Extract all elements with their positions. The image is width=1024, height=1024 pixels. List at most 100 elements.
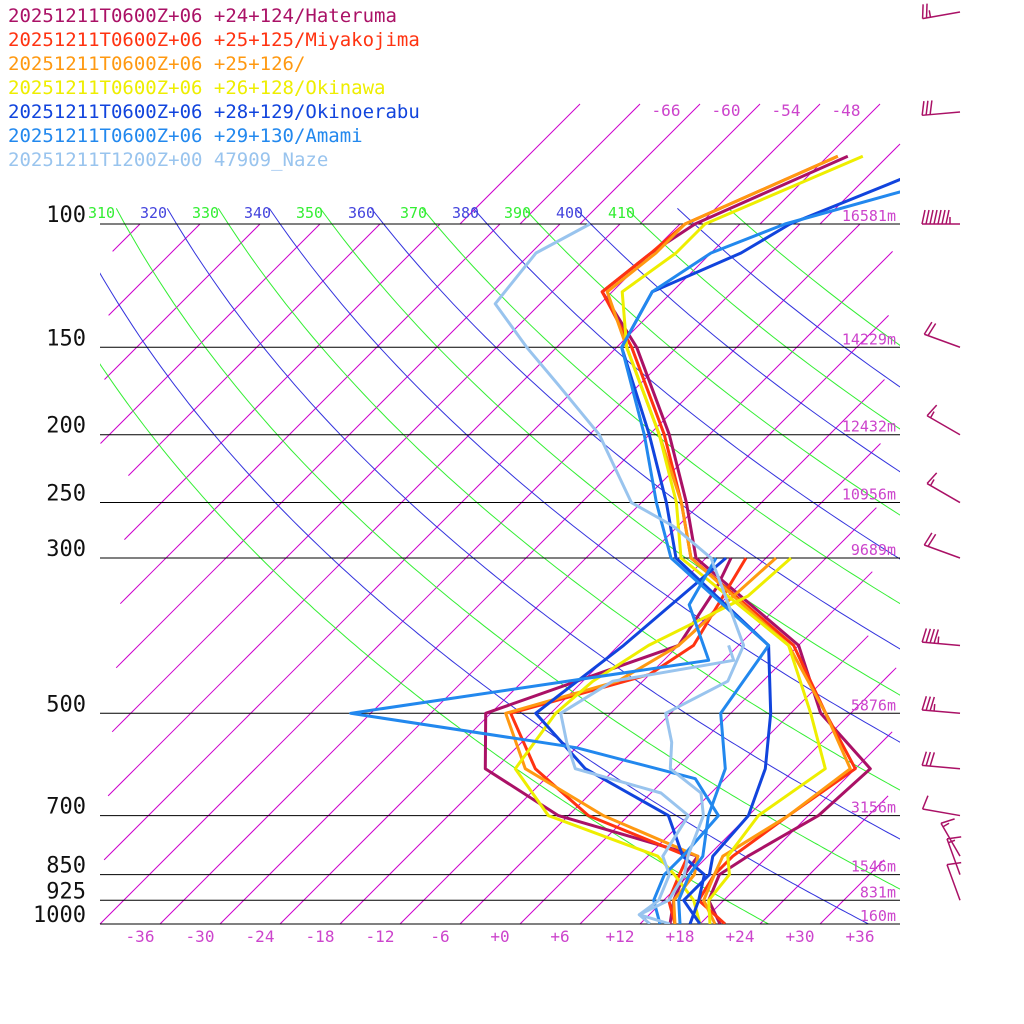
isotherm-line [115, 223, 561, 669]
isotherm-line [639, 103, 761, 225]
isotherm-label: -60 [712, 101, 741, 120]
isotherm-line [339, 379, 885, 925]
legend-entry: 20251211T0600Z+06 +25+126/ [8, 53, 306, 75]
pressure-tick-label: 850 [46, 854, 86, 879]
height-label: 160m [860, 907, 896, 925]
height-label: 831m [860, 883, 896, 901]
theta-label: 410 [608, 204, 635, 222]
legend-entry: 20251211T0600Z+06 +29+130/Amami [8, 125, 363, 147]
height-label: 12432m [842, 418, 896, 436]
pressure-tick-label: 700 [46, 795, 86, 820]
dry-adiabat-line [370, 208, 900, 650]
theta-label: 350 [296, 204, 323, 222]
isotherm-line [124, 223, 441, 540]
isotherm-line [819, 859, 885, 925]
theta-label: 340 [244, 204, 271, 222]
dry-adiabat-line [217, 208, 900, 791]
dry-adiabat-line [100, 272, 870, 924]
wind-barb [921, 795, 961, 817]
wind-barb [946, 861, 962, 901]
sounding-profiles [349, 154, 900, 924]
pressure-tick-label: 200 [46, 414, 86, 439]
temperature-tick-label: -12 [366, 927, 395, 946]
isotherm-line [107, 223, 681, 797]
height-label: 16581m [842, 207, 896, 225]
isotherm-line [759, 795, 889, 925]
wind-barb [921, 209, 960, 225]
temperature-profile-line [620, 154, 864, 924]
dry-adiabat-line [166, 208, 900, 840]
temperature-profile-line [620, 190, 900, 924]
wind-barb [921, 628, 961, 647]
isotherm-line [459, 507, 877, 925]
dry-adiabat-line [575, 208, 900, 473]
isotherm-label: -48 [832, 101, 861, 120]
wind-barb [926, 404, 961, 436]
temperature-tick-label: -36 [126, 927, 155, 946]
height-label: 10956m [842, 486, 896, 504]
isotherm-line [159, 223, 861, 925]
isotherm-line [519, 571, 873, 925]
isobar-lines [100, 223, 900, 925]
wind-barb [923, 321, 961, 348]
isotherm-line [279, 315, 889, 925]
isotherm-line [100, 223, 321, 444]
temperature-tick-label: +6 [550, 927, 569, 946]
isotherm-line [459, 103, 581, 225]
dewpoint-profile-line [349, 557, 720, 924]
wind-barb [921, 751, 961, 770]
isotherm-line [103, 223, 741, 861]
legend-entry: 20251211T0600Z+06 +25+125/Miyakojima [8, 29, 420, 51]
wind-barb [923, 532, 961, 559]
theta-label: 360 [348, 204, 375, 222]
legend-entry: 20251211T1200Z+00 47909_Naze [8, 149, 329, 171]
isotherm-line [119, 223, 501, 605]
dry-adiabat-line [319, 208, 900, 696]
dry-adiabat-line [268, 208, 900, 743]
isotherm-line [99, 223, 801, 925]
theta-label: 380 [452, 204, 479, 222]
temperature-tick-label: -6 [430, 927, 449, 946]
legend-entry: 20251211T0600Z+06 +26+128/Okinawa [8, 77, 386, 99]
temperature-profile-line [600, 154, 857, 924]
temperature-tick-label: +30 [786, 927, 815, 946]
isotherm-line [519, 103, 641, 225]
dewpoint-profile-line [534, 556, 727, 924]
pressure-tick-label: 300 [46, 537, 86, 562]
isotherm-label: -66 [652, 101, 681, 120]
pressure-tick-label: 250 [46, 482, 86, 507]
height-label: 9689m [851, 541, 896, 559]
temperature-tick-label: -30 [186, 927, 215, 946]
pressure-tick-label: 500 [46, 692, 86, 717]
theta-label: 330 [192, 204, 219, 222]
dry-adiabat-line [115, 208, 900, 890]
temperature-tick-label: +36 [846, 927, 875, 946]
isotherm-line [699, 103, 821, 225]
pressure-tick-label: 100 [46, 203, 86, 228]
temperature-profile-line [620, 177, 900, 924]
wind-barb [921, 696, 961, 715]
theta-label: 310 [88, 204, 115, 222]
pressure-tick-label: 150 [46, 326, 86, 351]
theta-label: 390 [504, 204, 531, 222]
wind-barb [940, 818, 961, 857]
height-label: 5876m [851, 696, 896, 714]
temperature-tick-label: -24 [246, 927, 275, 946]
dry-adiabat-line [524, 208, 900, 516]
dry-adiabat-line [422, 208, 900, 605]
legend-entry: 20251211T0600Z+06 +24+124/Hateruma [8, 5, 397, 27]
isotherm-line [579, 635, 869, 925]
temperature-tick-label: +18 [666, 927, 695, 946]
dry-adiabat-line [626, 208, 900, 430]
height-label: 14229m [842, 330, 896, 348]
wind-barb [946, 836, 962, 875]
temperature-tick-label: -18 [306, 927, 335, 946]
height-label: 3156m [851, 799, 896, 817]
theta-label: 320 [140, 204, 167, 222]
dewpoint-profile-line [559, 644, 736, 924]
isotherm-line [112, 223, 141, 252]
dry-adiabat-line [473, 208, 900, 560]
isotherm-line [104, 223, 261, 380]
pressure-tick-label: 1000 [33, 903, 86, 928]
isotherm-line [399, 443, 881, 925]
